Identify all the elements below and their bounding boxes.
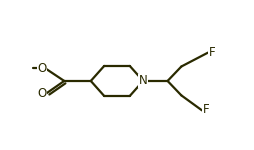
- Text: F: F: [209, 46, 216, 59]
- Text: O: O: [37, 87, 46, 100]
- Text: O: O: [37, 62, 46, 75]
- Text: F: F: [203, 103, 210, 116]
- Text: N: N: [139, 74, 148, 87]
